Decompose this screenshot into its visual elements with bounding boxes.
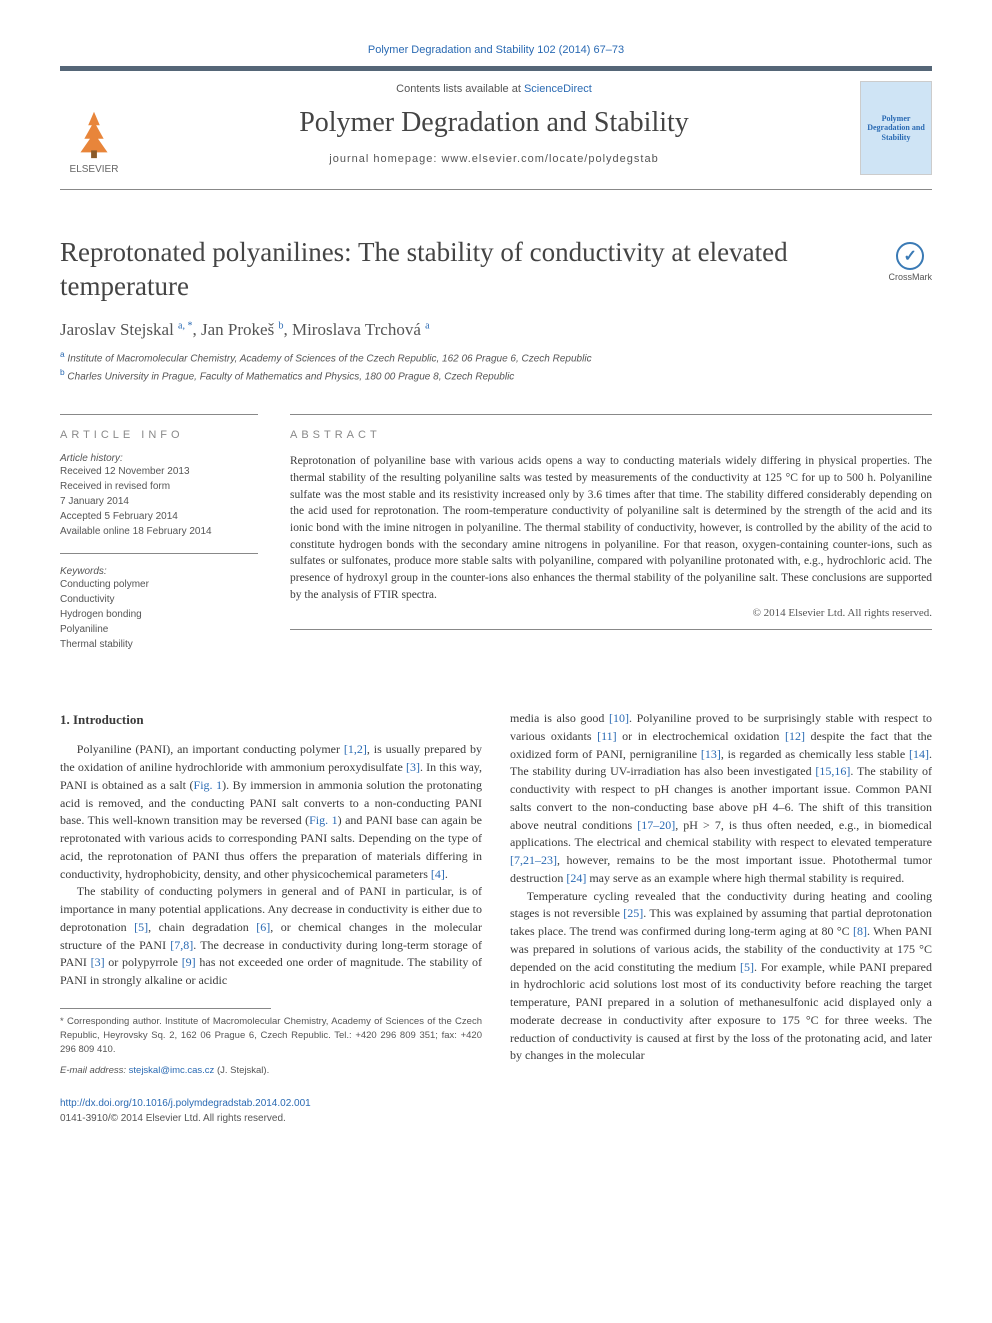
ref-link[interactable]: [6] — [256, 920, 270, 934]
journal-homepage: journal homepage: www.elsevier.com/locat… — [128, 153, 860, 165]
ref-link[interactable]: [13] — [701, 747, 721, 761]
article-info-column: ARTICLE INFO Article history: Received 1… — [60, 414, 258, 666]
ref-link[interactable]: [1,2] — [344, 742, 367, 756]
ref-link[interactable]: [3] — [91, 955, 105, 969]
ref-link[interactable]: [4] — [431, 867, 445, 881]
journal-name: Polymer Degradation and Stability — [128, 107, 860, 139]
email-footnote: E-mail address: stejskal@imc.cas.cz (J. … — [60, 1064, 482, 1078]
ref-link[interactable]: [12] — [785, 729, 805, 743]
article-info-heading: ARTICLE INFO — [60, 429, 258, 441]
ref-link[interactable]: [7,21–23] — [510, 853, 557, 867]
keywords-label: Keywords: — [60, 566, 258, 577]
ref-link[interactable]: [7,8] — [170, 938, 193, 952]
ref-link[interactable]: [14] — [909, 747, 929, 761]
abstract-heading: ABSTRACT — [290, 429, 932, 441]
contents-line: Contents lists available at ScienceDirec… — [128, 83, 860, 95]
body-column-left: 1. Introduction Polyaniline (PANI), an i… — [60, 710, 482, 1126]
authors: Jaroslav Stejskal a, *, Jan Prokeš b, Mi… — [60, 320, 932, 340]
journal-cover-thumb: Polymer Degradation and Stability — [860, 81, 932, 175]
section-heading-intro: 1. Introduction — [60, 710, 482, 729]
history-text: Received 12 November 2013 Received in re… — [60, 464, 258, 539]
corresponding-author-footnote: * Corresponding author. Institute of Mac… — [60, 1015, 482, 1058]
ref-link[interactable]: [5] — [134, 920, 148, 934]
abstract-text: Reprotonation of polyaniline base with v… — [290, 453, 932, 603]
crossmark-badge[interactable]: ✓ CrossMark — [888, 242, 932, 282]
ref-link[interactable]: [3] — [406, 760, 420, 774]
contents-prefix: Contents lists available at — [396, 83, 524, 95]
intro-para-3: media is also good [10]. Polyaniline pro… — [510, 710, 932, 888]
doi-block: http://dx.doi.org/10.1016/j.polymdegrads… — [60, 1096, 482, 1126]
ref-link[interactable]: [5] — [740, 960, 754, 974]
ref-link[interactable]: [17–20] — [637, 818, 675, 832]
keywords-list: Conducting polymer Conductivity Hydrogen… — [60, 577, 258, 652]
intro-para-4: Temperature cycling revealed that the co… — [510, 888, 932, 1066]
publisher-name: ELSEVIER — [70, 164, 119, 175]
ref-link[interactable]: [9] — [182, 955, 196, 969]
sciencedirect-link[interactable]: ScienceDirect — [524, 83, 592, 95]
doi-link[interactable]: http://dx.doi.org/10.1016/j.polymdegrads… — [60, 1098, 311, 1109]
ref-link[interactable]: [8] — [853, 924, 867, 938]
citation-line: Polymer Degradation and Stability 102 (2… — [60, 44, 932, 56]
elsevier-tree-icon — [65, 104, 123, 162]
ref-link[interactable]: [11] — [597, 729, 617, 743]
intro-para-1: Polyaniline (PANI), an important conduct… — [60, 741, 482, 883]
publisher-logo: ELSEVIER — [60, 81, 128, 175]
abstract-copyright: © 2014 Elsevier Ltd. All rights reserved… — [290, 607, 932, 619]
abstract-column: ABSTRACT Reprotonation of polyaniline ba… — [290, 414, 932, 666]
affiliations: a Institute of Macromolecular Chemistry,… — [60, 348, 932, 385]
body-column-right: media is also good [10]. Polyaniline pro… — [510, 710, 932, 1126]
figure-link[interactable]: Fig. 1 — [309, 813, 338, 827]
journal-header: ELSEVIER Contents lists available at Sci… — [60, 71, 932, 190]
ref-link[interactable]: [24] — [566, 871, 586, 885]
ref-link[interactable]: [25] — [623, 906, 643, 920]
figure-link[interactable]: Fig. 1 — [194, 778, 223, 792]
ref-link[interactable]: [10] — [609, 711, 629, 725]
crossmark-icon: ✓ — [896, 242, 924, 270]
article-title: Reprotonated polyanilines: The stability… — [60, 236, 868, 304]
ref-link[interactable]: [15,16] — [815, 764, 850, 778]
email-link[interactable]: stejskal@imc.cas.cz — [129, 1065, 215, 1076]
history-label: Article history: — [60, 453, 258, 464]
intro-para-2: The stability of conducting polymers in … — [60, 883, 482, 990]
